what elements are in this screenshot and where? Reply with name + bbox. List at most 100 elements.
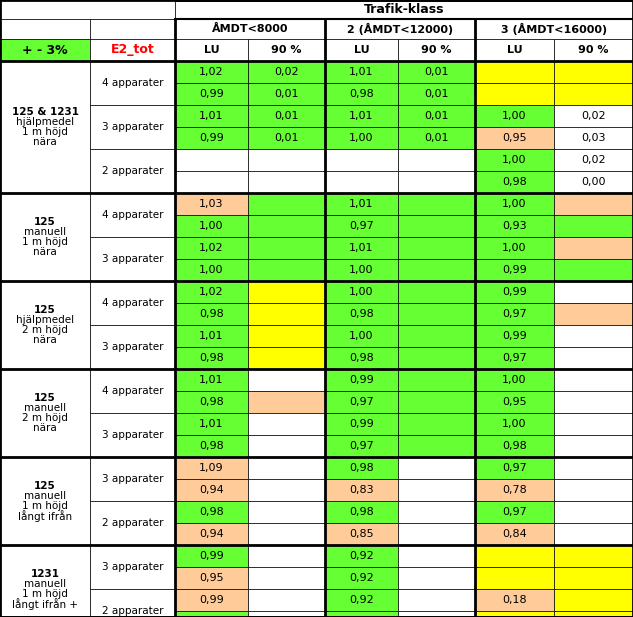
Bar	[248, 545, 325, 567]
Text: 1,00: 1,00	[502, 199, 527, 209]
Bar	[554, 237, 633, 259]
Bar	[175, 391, 248, 413]
Bar	[248, 391, 325, 413]
Text: 1,01: 1,01	[199, 419, 223, 429]
Bar	[325, 127, 398, 149]
Text: 0,01: 0,01	[424, 67, 449, 77]
Text: 90 %: 90 %	[272, 45, 302, 55]
Bar	[175, 325, 248, 347]
Text: 0,99: 0,99	[199, 133, 224, 143]
Text: 0,93: 0,93	[502, 221, 527, 231]
Bar	[475, 435, 554, 457]
Bar	[398, 457, 475, 479]
Text: 1,03: 1,03	[199, 199, 223, 209]
Bar	[475, 303, 554, 325]
Bar	[248, 259, 325, 281]
Text: 0,02: 0,02	[274, 67, 299, 77]
Bar	[90, 237, 175, 281]
Bar	[398, 523, 475, 545]
Text: 0,98: 0,98	[199, 397, 224, 407]
Text: 0,99: 0,99	[349, 419, 374, 429]
Bar	[554, 193, 633, 215]
Text: hjälpmedel: hjälpmedel	[16, 117, 74, 127]
Bar	[90, 19, 175, 39]
Bar	[325, 589, 398, 611]
Text: 0,92: 0,92	[349, 573, 374, 583]
Bar	[554, 325, 633, 347]
Bar	[248, 589, 325, 611]
Text: 1,01: 1,01	[199, 111, 223, 121]
Text: 1,01: 1,01	[349, 199, 373, 209]
Bar	[554, 391, 633, 413]
Bar	[475, 413, 554, 435]
Text: 3 apparater: 3 apparater	[102, 562, 163, 572]
Bar	[475, 105, 554, 127]
Text: 0,84: 0,84	[502, 529, 527, 539]
Text: 3 (ÅMDT<16000): 3 (ÅMDT<16000)	[501, 23, 607, 35]
Text: 0,98: 0,98	[349, 353, 374, 363]
Bar	[398, 83, 475, 105]
Bar	[248, 435, 325, 457]
Bar	[325, 237, 398, 259]
Bar	[554, 347, 633, 369]
Bar	[475, 61, 554, 83]
Bar	[325, 171, 398, 193]
Text: 1,01: 1,01	[349, 67, 373, 77]
Bar	[248, 347, 325, 369]
Bar	[554, 545, 633, 567]
Bar	[398, 61, 475, 83]
Bar	[554, 259, 633, 281]
Bar	[475, 589, 554, 611]
Bar	[325, 567, 398, 589]
Bar	[175, 523, 248, 545]
Text: 0,03: 0,03	[581, 133, 606, 143]
Text: 0,98: 0,98	[199, 353, 224, 363]
Bar	[554, 435, 633, 457]
Bar	[90, 501, 175, 545]
Bar	[398, 589, 475, 611]
Text: 1,00: 1,00	[199, 265, 223, 275]
Text: 0,98: 0,98	[502, 177, 527, 187]
Text: 1 m höjd: 1 m höjd	[22, 127, 68, 137]
Bar	[475, 19, 633, 39]
Bar	[325, 303, 398, 325]
Text: 90 %: 90 %	[579, 45, 609, 55]
Text: 0,98: 0,98	[199, 507, 224, 517]
Text: 0,85: 0,85	[349, 529, 374, 539]
Text: 0,97: 0,97	[349, 441, 374, 451]
Bar	[398, 325, 475, 347]
Bar	[398, 215, 475, 237]
Bar	[248, 149, 325, 171]
Text: LU: LU	[204, 45, 219, 55]
Text: 90 %: 90 %	[421, 45, 452, 55]
Bar	[398, 567, 475, 589]
Bar	[248, 39, 325, 61]
Text: nära: nära	[33, 335, 57, 345]
Bar	[398, 171, 475, 193]
Text: 0,02: 0,02	[581, 111, 606, 121]
Text: 1 m höjd: 1 m höjd	[22, 589, 68, 599]
Bar	[475, 39, 554, 61]
Text: 0,98: 0,98	[349, 89, 374, 99]
Bar	[554, 61, 633, 83]
Text: LU: LU	[506, 45, 522, 55]
Bar	[175, 435, 248, 457]
Text: 0,97: 0,97	[349, 397, 374, 407]
Bar	[554, 413, 633, 435]
Text: 0,00: 0,00	[581, 177, 606, 187]
Text: 0,01: 0,01	[424, 89, 449, 99]
Text: 0,98: 0,98	[349, 463, 374, 473]
Bar	[475, 171, 554, 193]
Bar	[398, 105, 475, 127]
Bar	[325, 413, 398, 435]
Text: 4 apparater: 4 apparater	[102, 210, 163, 220]
Text: 1,02: 1,02	[199, 243, 224, 253]
Text: 0,92: 0,92	[349, 551, 374, 561]
Text: 1 m höjd: 1 m höjd	[22, 237, 68, 247]
Text: 1,02: 1,02	[199, 287, 224, 297]
Bar	[90, 281, 175, 325]
Bar	[325, 479, 398, 501]
Bar	[398, 413, 475, 435]
Bar	[175, 567, 248, 589]
Bar	[175, 501, 248, 523]
